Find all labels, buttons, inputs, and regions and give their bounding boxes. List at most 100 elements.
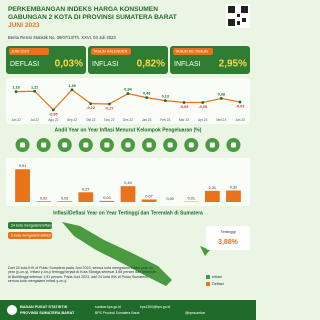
icon-glyph: [209, 142, 215, 148]
period: TAHUN KALENDER: [93, 50, 128, 54]
bar: [15, 169, 30, 202]
icon-glyph: [188, 142, 194, 148]
legend-text: 0 kota mengalami deflasi: [11, 234, 51, 238]
icon-glyph: [20, 142, 26, 148]
value-label: 1,22: [31, 85, 38, 89]
value-label: 0,48: [143, 92, 150, 96]
period: TAHUN KE TAHUN: [175, 50, 208, 54]
value-label: 0,94: [124, 88, 132, 92]
map-legend: Inflasi: [212, 275, 222, 279]
highest-value: 3,88%: [218, 239, 239, 246]
value-label: 0,31: [209, 186, 216, 190]
x-tick-label: Agu 22: [48, 118, 58, 122]
map-legend: Deflasi: [212, 282, 224, 286]
icon-glyph: [167, 142, 173, 148]
value-label: 0,01: [188, 197, 195, 201]
point: [238, 100, 242, 104]
x-tick-label: Nov 22: [104, 118, 114, 122]
icon-glyph: [230, 142, 236, 148]
legend-swatch: [206, 275, 210, 279]
bar: [78, 192, 94, 202]
bar: [204, 190, 220, 202]
value-label: 0,44: [124, 181, 131, 185]
highest-box: [206, 226, 250, 250]
bar: [99, 200, 115, 202]
point: [182, 101, 186, 104]
highest-label: Tertinggi: [220, 229, 235, 234]
value-label: 0,13: [162, 95, 169, 99]
value-label: 0,02: [61, 196, 68, 200]
point: [145, 96, 149, 99]
point: [89, 102, 93, 105]
value-label: 0,32: [230, 185, 237, 189]
footer-link[interactable]: sumbar.bps.go.id: [95, 305, 121, 309]
qr-code: [226, 4, 250, 28]
paragraph: Dari 24 kota IHK di Pulau Sumatera pada …: [8, 266, 157, 284]
icon-glyph: [104, 142, 110, 148]
legend-swatch: [206, 282, 210, 286]
icon-glyph: [41, 142, 47, 148]
x-tick-label: Mar 23: [179, 118, 189, 122]
section-title: Inflasi/Deflasi Year on Year Tertinggi d…: [53, 210, 203, 216]
legend-box: [8, 222, 52, 229]
x-tick-label: Feb 23: [160, 118, 170, 122]
value-label: 1,39: [68, 84, 75, 88]
legend-box: [8, 232, 52, 239]
point: [70, 88, 74, 92]
footer-link[interactable]: BPS Provinsi Sumatera Barat: [95, 311, 140, 315]
point: [163, 99, 167, 102]
logo: [7, 305, 17, 315]
value-label: -0,03: [236, 104, 245, 108]
value-label: 0,03: [103, 196, 110, 200]
title: PERKEMBANGAN INDEKS HARGA KONSUMEN: [8, 6, 158, 13]
period: JUNI 2023: [11, 50, 29, 54]
value-label: 0,02: [40, 196, 47, 200]
period-tag: [91, 48, 131, 55]
icon-glyph: [125, 142, 131, 148]
bar-panel: [6, 158, 250, 206]
footer-link[interactable]: @bpssumbar: [185, 311, 206, 315]
x-tick-label: Jun 23: [235, 118, 245, 122]
point: [126, 92, 130, 96]
point: [33, 89, 37, 93]
value-label: 0,27: [82, 187, 89, 191]
title: JUNI 2023: [8, 22, 40, 29]
infographic: PERKEMBANGAN INDEKS HARGA KONSUMEN GABUN…: [0, 4, 256, 320]
value-label: -0,95: [49, 112, 58, 116]
island: [200, 246, 210, 256]
icon-glyph: [146, 142, 152, 148]
kind: INFLASI: [92, 61, 119, 68]
x-tick-label: Apr 23: [198, 118, 208, 122]
bar: [141, 199, 157, 202]
page: PERKEMBANGAN INDEKS HARGA KONSUMEN GABUN…: [0, 4, 256, 320]
rate: 2,95%: [219, 59, 247, 70]
line-panel: [6, 78, 250, 124]
rate: 0,03%: [55, 59, 83, 70]
x-tick-label: Jul 22: [30, 118, 39, 122]
point: [107, 102, 111, 106]
value-label: -0,09: [198, 105, 207, 109]
value-label: 0,00: [166, 197, 173, 201]
bar: [226, 190, 241, 202]
x-tick-label: Okt 22: [86, 118, 96, 122]
value-label: 0,38: [218, 92, 225, 96]
value-label: -0,09: [180, 105, 189, 109]
x-tick-label: Des 22: [123, 118, 133, 122]
icon-glyph: [83, 142, 89, 148]
sumatra-map: [62, 222, 172, 286]
footer-link[interactable]: bps1300@bps.go.id: [140, 305, 170, 309]
title: GABUNGAN 2 KOTA DI PROVINSI SUMATERA BAR…: [8, 14, 177, 21]
bar: [36, 201, 52, 202]
x-tick-label: Sep 22: [67, 118, 77, 122]
bar: [120, 186, 136, 202]
kind: INFLASI: [174, 61, 201, 68]
region: PROVINSI SUMATERA BARAT: [20, 311, 75, 315]
point: [51, 108, 55, 112]
legend-text: 24 kota mengalami inflasi: [11, 224, 52, 228]
value-label: -0,27: [105, 107, 114, 111]
kind: DEFLASI: [10, 61, 39, 68]
x-tick-label: Jan 23: [142, 118, 152, 122]
agency: BADAN PUSAT STATISTIK: [20, 305, 68, 309]
icon-glyph: [62, 142, 68, 148]
section-title: Andil Year on Year Inflasi Menurut Kelom…: [55, 127, 202, 133]
